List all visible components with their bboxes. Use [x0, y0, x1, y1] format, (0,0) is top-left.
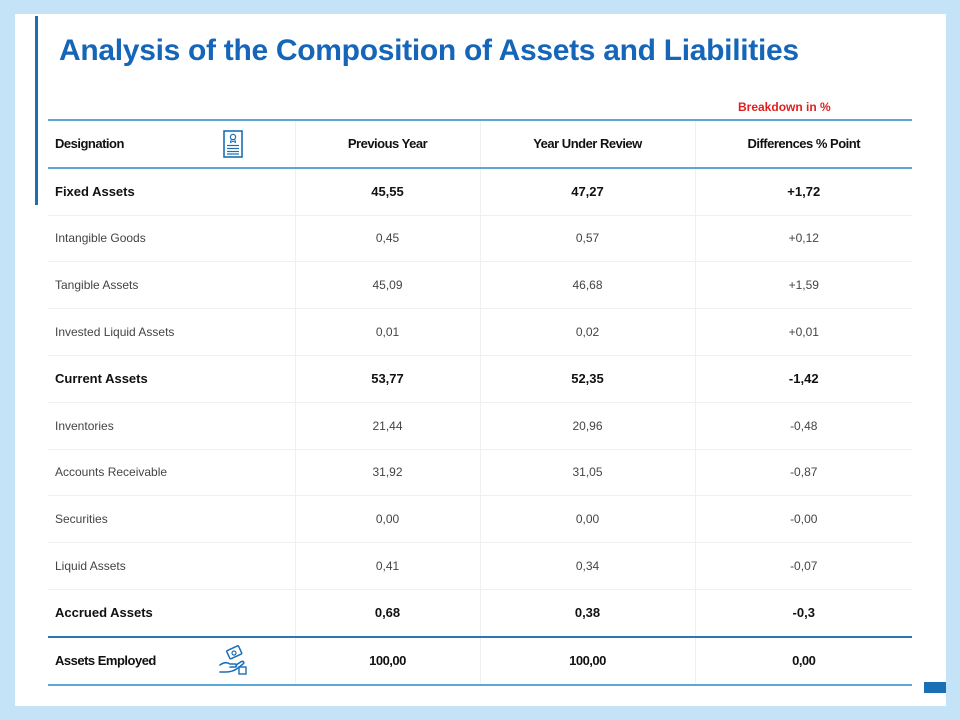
row-diff: +1,59 — [695, 261, 912, 310]
header-previous-year: Previous Year — [295, 119, 481, 169]
row-designation: Inventories — [48, 402, 296, 450]
row-designation: Securities — [48, 495, 296, 544]
row-prev: 0,00 — [295, 495, 481, 544]
row-diff: +1,72 — [695, 167, 912, 216]
row-designation: Liquid Assets — [48, 542, 296, 590]
row-prev: 45,55 — [295, 167, 481, 216]
row-curr: 46,68 — [480, 261, 696, 310]
total-designation: Assets Employed — [48, 635, 296, 686]
row-diff: -0,3 — [695, 589, 912, 638]
row-designation: Accounts Receivable — [48, 449, 296, 497]
row-prev: 31,92 — [295, 449, 481, 497]
row-curr: 47,27 — [480, 167, 696, 216]
row-prev: 45,09 — [295, 261, 481, 310]
table-row: Current Assets 53,77 52,35 -1,42 — [48, 355, 912, 403]
row-diff: -0,87 — [695, 449, 912, 497]
row-curr: 0,00 — [480, 495, 696, 544]
row-curr: 31,05 — [480, 449, 696, 497]
row-diff: -0,07 — [695, 542, 912, 590]
corner-accent — [924, 682, 946, 693]
row-curr: 0,02 — [480, 308, 696, 356]
total-prev: 100,00 — [295, 635, 481, 686]
table-row: Intangible Goods 0,45 0,57 +0,12 — [48, 215, 912, 263]
header-designation: Designation — [48, 119, 296, 169]
assets-table: Designation Previous Year Year Un — [48, 119, 912, 686]
row-diff: -0,48 — [695, 402, 912, 450]
table-row: Securities 0,00 0,00 -0,00 — [48, 495, 912, 544]
title-accent-bar — [35, 16, 38, 205]
slide: Analysis of the Composition of Assets an… — [15, 14, 946, 706]
row-curr: 0,34 — [480, 542, 696, 590]
table-row: Tangible Assets 45,09 46,68 +1,59 — [48, 261, 912, 310]
total-curr: 100,00 — [480, 635, 696, 686]
total-row: Assets Employed 100,00 100,00 0,00 — [48, 635, 912, 686]
total-diff: 0,00 — [695, 635, 912, 686]
table-row: Accrued Assets 0,68 0,38 -0,3 — [48, 589, 912, 638]
row-designation: Invested Liquid Assets — [48, 308, 296, 356]
row-curr: 0,38 — [480, 589, 696, 638]
table-row: Invested Liquid Assets 0,01 0,02 +0,01 — [48, 308, 912, 356]
certificate-icon — [223, 130, 243, 158]
row-prev: 53,77 — [295, 355, 481, 403]
row-designation: Fixed Assets — [48, 167, 296, 216]
row-prev: 0,45 — [295, 215, 481, 263]
row-diff: +0,01 — [695, 308, 912, 356]
row-designation: Current Assets — [48, 355, 296, 403]
row-curr: 52,35 — [480, 355, 696, 403]
page-title: Analysis of the Composition of Assets an… — [59, 34, 799, 67]
money-hand-icon — [219, 644, 247, 675]
row-curr: 0,57 — [480, 215, 696, 263]
header-designation-label: Designation — [55, 136, 124, 152]
table-row: Inventories 21,44 20,96 -0,48 — [48, 402, 912, 450]
row-prev: 0,41 — [295, 542, 481, 590]
table-row: Liquid Assets 0,41 0,34 -0,07 — [48, 542, 912, 590]
row-diff: -0,00 — [695, 495, 912, 544]
row-prev: 21,44 — [295, 402, 481, 450]
row-diff: -1,42 — [695, 355, 912, 403]
row-designation: Accrued Assets — [48, 589, 296, 638]
header-year-under-review: Year Under Review — [480, 119, 696, 169]
total-label: Assets Employed — [55, 653, 156, 669]
row-prev: 0,68 — [295, 589, 481, 638]
table-header-row: Designation Previous Year Year Un — [48, 119, 912, 169]
row-designation: Intangible Goods — [48, 215, 296, 263]
row-diff: +0,12 — [695, 215, 912, 263]
row-prev: 0,01 — [295, 308, 481, 356]
row-designation: Tangible Assets — [48, 261, 296, 310]
breakdown-label: Breakdown in % — [738, 100, 831, 114]
table-row: Accounts Receivable 31,92 31,05 -0,87 — [48, 449, 912, 497]
row-curr: 20,96 — [480, 402, 696, 450]
header-differences: Differences % Point — [695, 119, 912, 169]
table-row: Fixed Assets 45,55 47,27 +1,72 — [48, 167, 912, 216]
